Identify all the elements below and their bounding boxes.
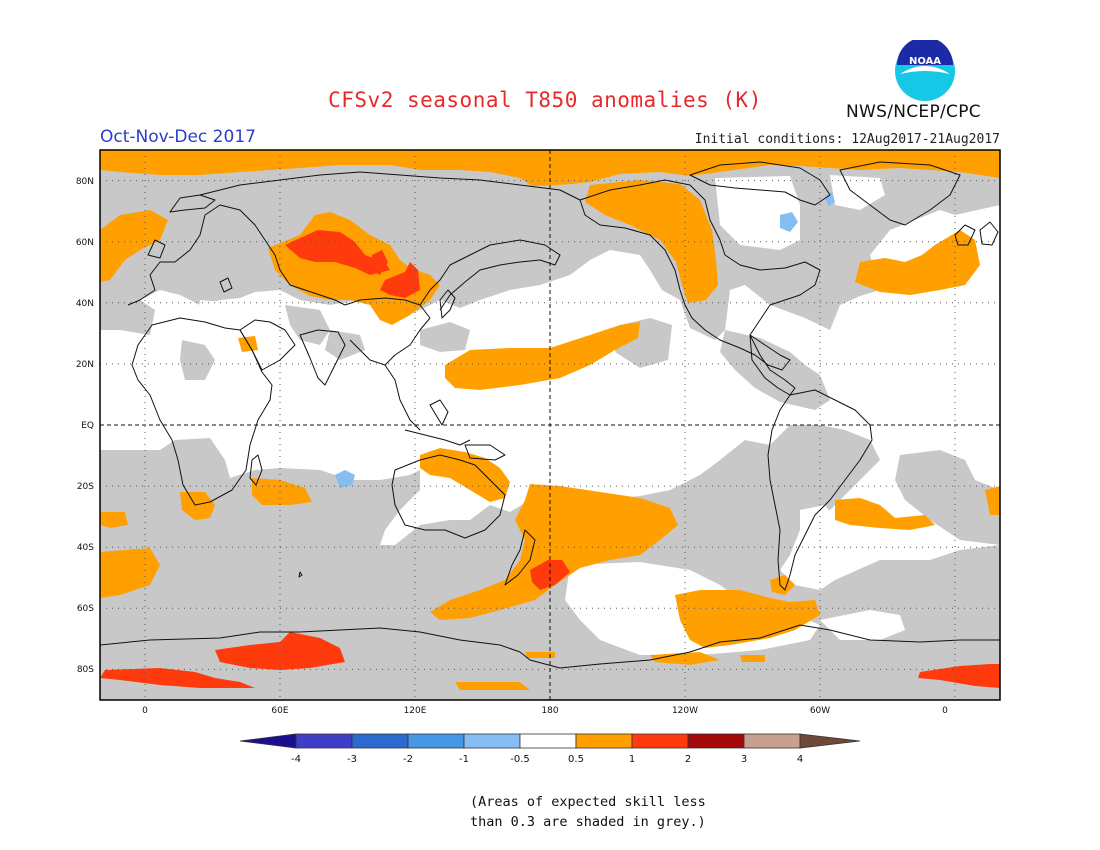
legend-swatch [295,733,353,749]
legend-swatch [631,733,689,749]
legend-tick: 1 [629,754,635,765]
lat-label: 80N [76,177,94,187]
legend-tick: 0.5 [568,754,584,765]
legend-swatch [519,733,577,749]
lat-label: 80S [77,665,94,675]
legend-ticks: -4 -3 -2 -1 -0.5 0.5 1 2 3 4 [291,754,803,765]
reference-lines [100,150,1000,700]
lat-label: 20S [77,482,94,492]
legend-swatch [687,733,745,749]
lon-label: 60E [271,706,288,716]
legend-tick: -4 [291,754,301,765]
legend-swatch [407,733,465,749]
forecast-period: Oct-Nov-Dec 2017 [100,127,256,147]
anomaly-neg-areas [335,192,835,488]
lon-label: 60W [810,706,830,716]
legend-swatch [351,733,409,749]
lat-label: 20N [76,360,94,370]
map-panel [100,150,1000,700]
lat-label: 40S [77,543,94,553]
footnote-line-1: (Areas of expected skill less [470,794,706,810]
legend-tick: -3 [347,754,357,765]
noaa-logo-icon: NOAA [895,40,955,101]
legend-tick: -0.5 [510,754,530,765]
anomaly-1-2-areas [100,230,1000,688]
skill-footnote: (Areas of expected skill less than 0.3 a… [470,792,730,832]
agency-label: NWS/NCEP/CPC [846,102,981,122]
legend-swatch [463,733,521,749]
legend-swatch [575,733,633,749]
lon-label: 120W [672,706,698,716]
lat-label: 60S [77,604,94,614]
lat-labels: 80N 60N 40N 20N EQ 20S 40S 60S 80S [76,177,94,675]
color-legend [239,733,861,749]
lon-label: 120E [404,706,427,716]
map-frame [99,149,1001,701]
initial-conditions: Initial conditions: 12Aug2017-21Aug2017 [694,132,1000,147]
lat-label: 40N [76,299,94,309]
lat-label: EQ [81,421,94,431]
lon-labels: 0 60E 120E 180 120W 60W 0 [142,706,948,716]
footnote-line-2: than 0.3 are shaded in grey.) [470,814,706,830]
legend-tick: 4 [797,754,803,765]
legend-swatch [799,733,861,749]
legend-tick: -2 [403,754,413,765]
chart-title: CFSv2 seasonal T850 anomalies (K) [328,88,762,112]
legend-tick: -1 [459,754,469,765]
lon-label: 0 [942,706,948,716]
legend-swatch [743,733,801,749]
lat-label: 60N [76,238,94,248]
legend-swatch [239,733,297,749]
legend-tick: 3 [741,754,747,765]
coastlines [100,161,1000,669]
logo-text: NOAA [909,56,941,67]
lon-label: 180 [541,706,558,716]
legend-tick: 2 [685,754,691,765]
lon-label: 0 [142,706,148,716]
